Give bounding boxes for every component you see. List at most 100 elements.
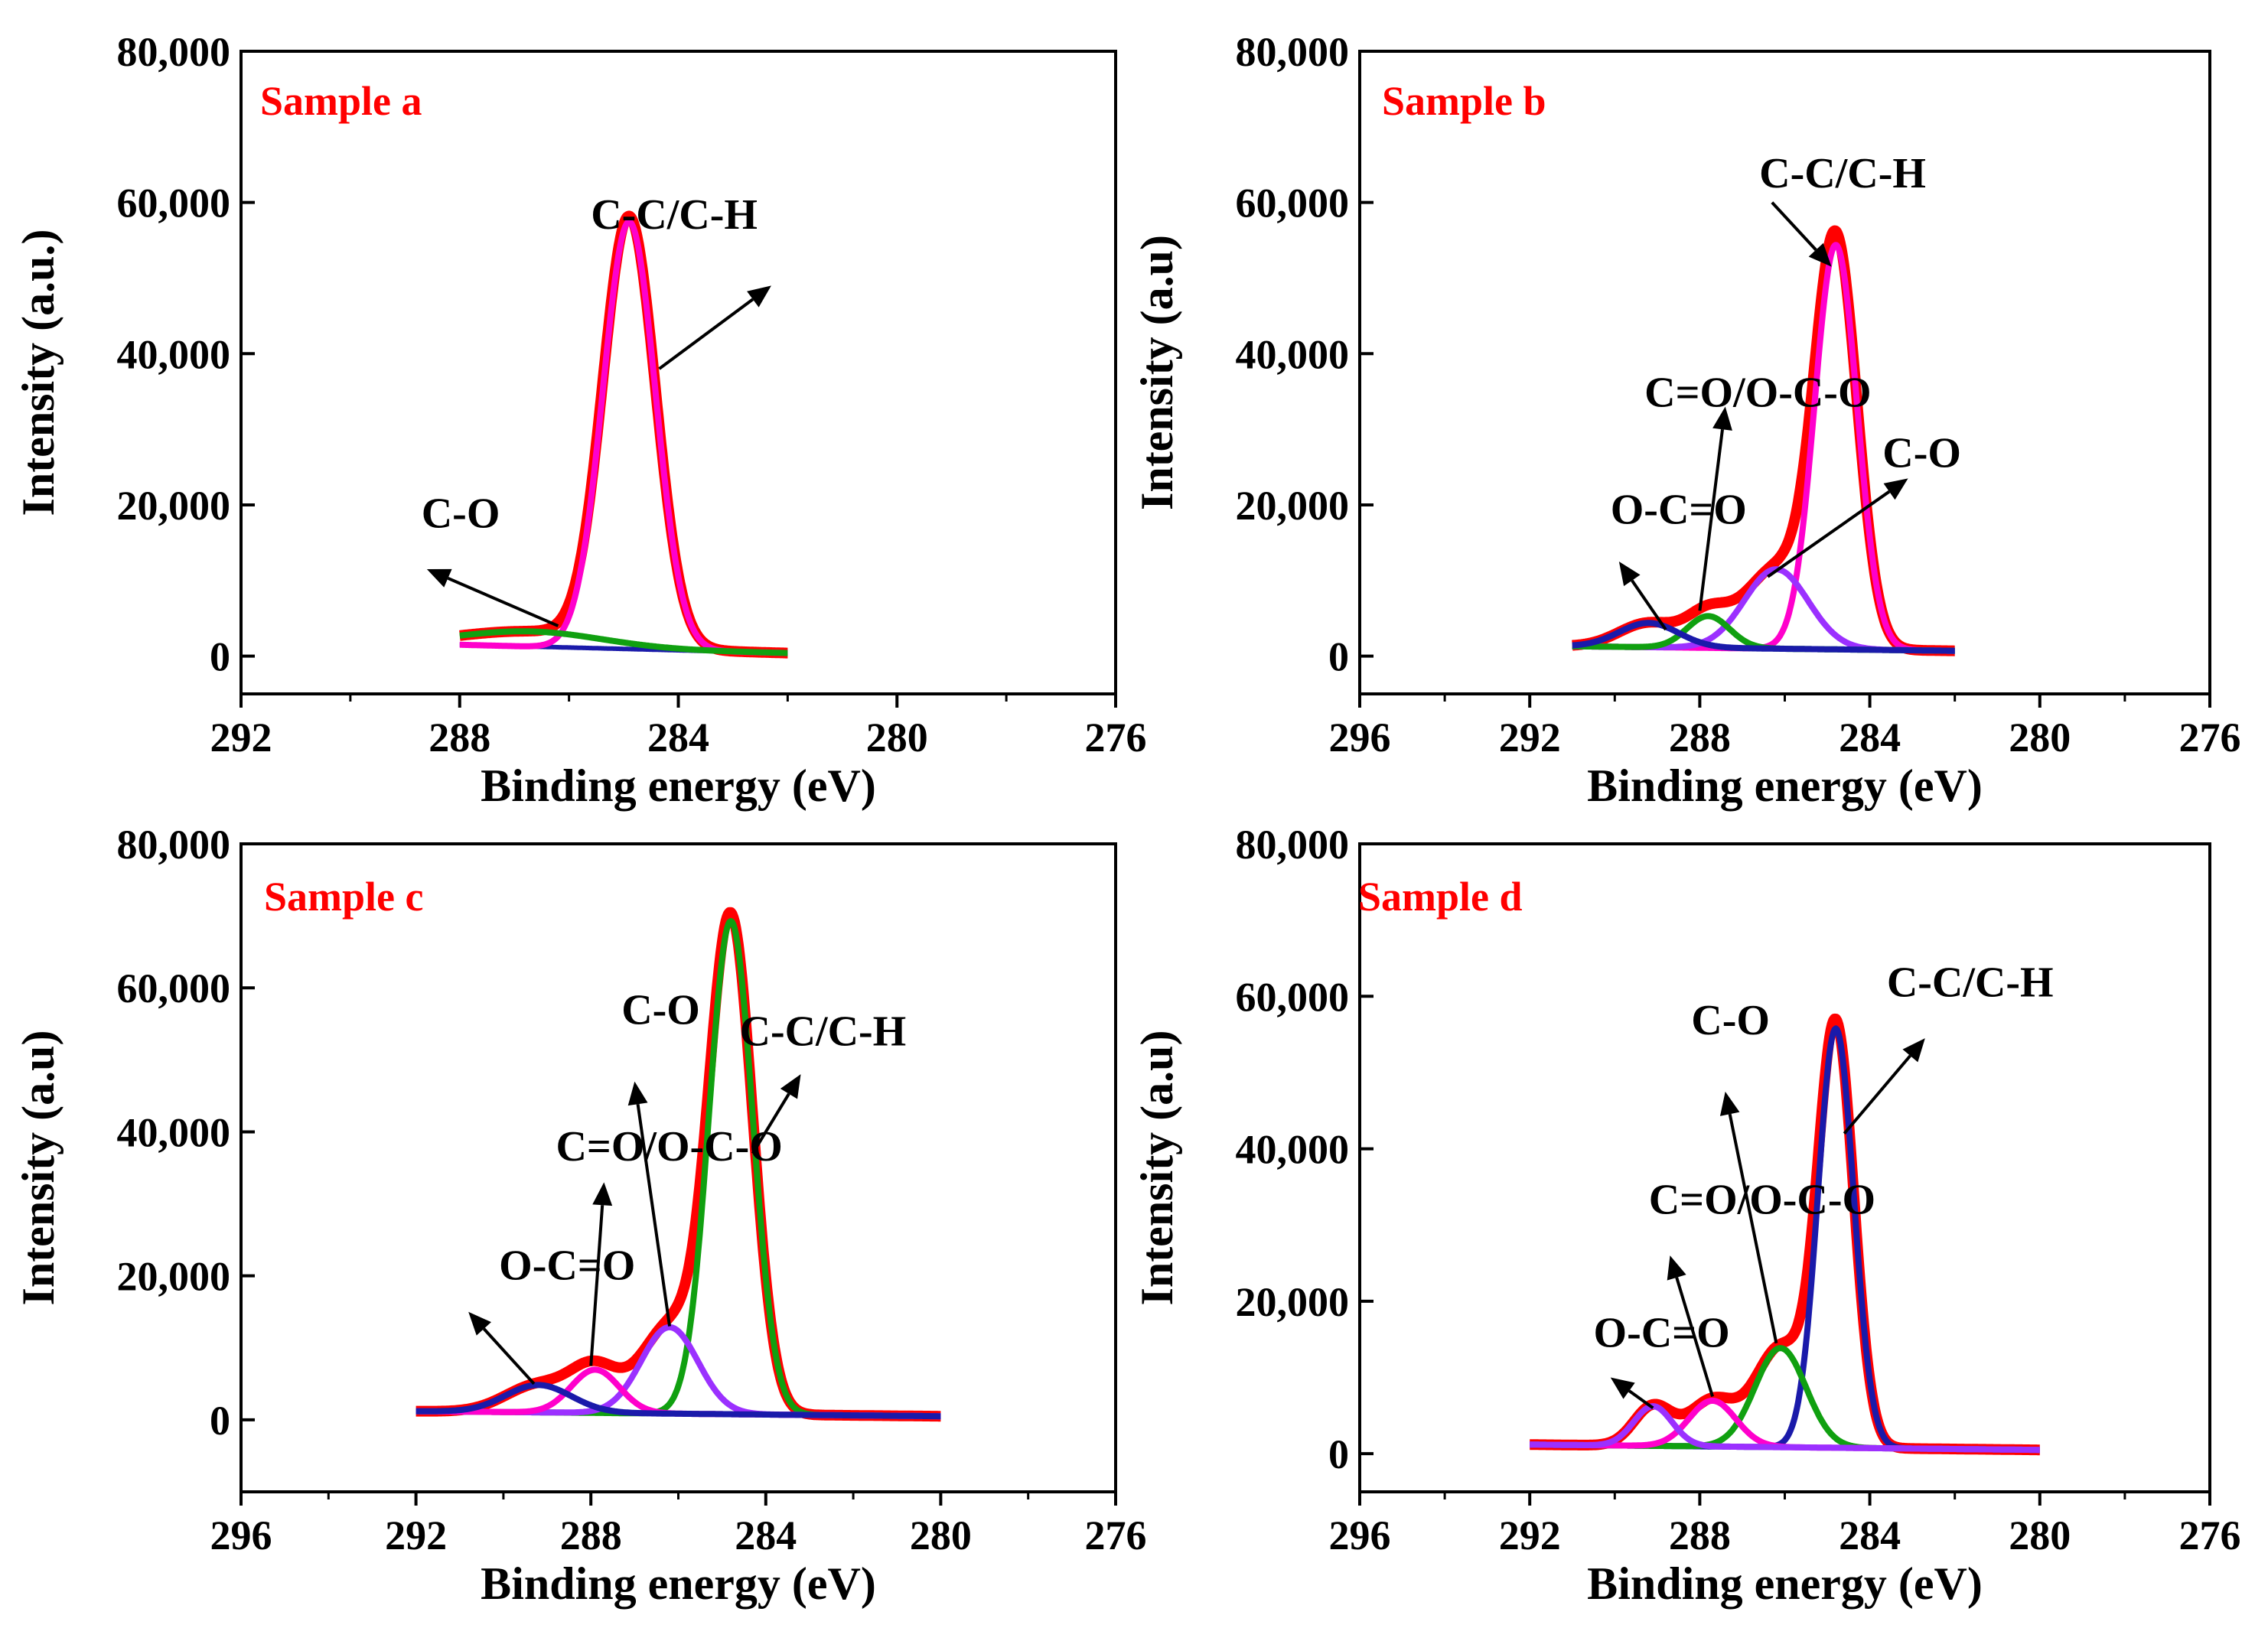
panel-sample-a: 0 20,000 40,000 60,000 80,000 292 288 284 280 276…	[13, 29, 1147, 811]
y-tick-label: 20,000	[1236, 483, 1350, 529]
y-tick-label: 40,000	[117, 1109, 231, 1155]
y-tick-label: 0	[210, 1398, 230, 1444]
x-tick-label: 284	[647, 715, 709, 760]
y-tick-label: 0	[210, 634, 230, 680]
envelope-curve	[1525, 1013, 2045, 1456]
peak-label: O-C=O	[1594, 1310, 1730, 1357]
y-tick-label: 80,000	[117, 29, 231, 75]
y-axis-label: Intensity (a.u)	[1132, 1030, 1182, 1305]
annotation-arrow-line	[447, 577, 559, 627]
y-tick-label: 80,000	[1236, 29, 1350, 75]
peak-label: C-O	[1691, 997, 1770, 1044]
annotation-arrow-line	[1675, 1277, 1714, 1398]
x-axis-label: Binding energy (eV)	[1587, 760, 1983, 811]
peak-label: C-C/C-H	[1759, 150, 1926, 197]
annotation-arrow-head	[1610, 1377, 1635, 1399]
x-tick-label: 280	[2009, 1512, 2071, 1558]
component-curve	[1527, 1403, 2042, 1454]
plot-frame	[1358, 842, 2211, 1493]
annotation-arrow-head	[1883, 478, 1908, 500]
peak-label: O-C=O	[1611, 487, 1747, 534]
annotation-arrow-line	[636, 1103, 672, 1327]
x-tick-label: 276	[2179, 715, 2241, 760]
y-tick-label: 40,000	[1236, 1127, 1350, 1173]
annotation-arrow-head	[627, 1081, 648, 1106]
y-axis-label: Intensity (a.u)	[1132, 235, 1182, 510]
annotation-arrow-head	[1902, 1038, 1925, 1063]
peak-label: C-C/C-H	[1887, 959, 2054, 1006]
x-tick-label: 296	[1329, 1512, 1391, 1558]
x-tick-label: 276	[1085, 715, 1147, 760]
annotation-arrow-line	[1767, 490, 1891, 578]
peak-label: C-O	[1882, 430, 1961, 477]
y-axis-label: Intensity (a.u.)	[13, 229, 64, 516]
peak-label: C-O	[422, 490, 500, 538]
x-tick-label: 292	[385, 1512, 447, 1558]
annotation-arrow-line	[1843, 1054, 1911, 1135]
x-tick-label: 296	[1329, 715, 1391, 760]
sample-label: Sample b	[1382, 78, 1546, 124]
annotation-arrow-line	[1771, 201, 1817, 251]
component-curve	[414, 1382, 943, 1420]
x-axis-label: Binding energy (eV)	[1587, 1558, 1983, 1609]
panel-sample-c: 0 20,000 40,000 60,000 80,000 296 292 288 284 280…	[13, 822, 1147, 1609]
sample-label: Sample d	[1358, 874, 1523, 920]
annotation-arrow-head	[1618, 562, 1641, 587]
annotation-arrow-head	[1712, 406, 1732, 431]
y-tick-label: 0	[1328, 634, 1349, 680]
curves	[412, 907, 945, 1422]
peak-label: C=O/O-C-O	[1644, 369, 1871, 416]
peak-label: C=O/O-C-O	[556, 1123, 782, 1171]
y-tick-label: 40,000	[1236, 331, 1350, 377]
annotation-arrow-head	[1667, 1255, 1686, 1281]
x-tick-label: 292	[1499, 1512, 1561, 1558]
peak-label: C-C/C-H	[740, 1008, 907, 1056]
x-tick-label: 280	[866, 715, 928, 760]
y-tick-label: 60,000	[1236, 181, 1350, 226]
peak-label: C-O	[621, 986, 700, 1034]
sample-label: Sample a	[260, 78, 422, 124]
y-tick-label: 0	[1328, 1431, 1349, 1477]
annotation-arrow-head	[592, 1182, 613, 1206]
x-tick-label: 284	[735, 1512, 797, 1558]
y-axis-label: Intensity (a.u)	[13, 1030, 64, 1305]
y-tick-label: 80,000	[117, 822, 231, 868]
x-tick-label: 288	[429, 715, 490, 760]
x-tick-label: 288	[1669, 715, 1731, 760]
annotation-arrow-line	[1628, 1389, 1654, 1410]
x-axis-label: Binding energy (eV)	[481, 1558, 876, 1609]
x-tick-label: 296	[210, 1512, 272, 1558]
x-tick-label: 276	[2179, 1512, 2241, 1558]
annotation-arrow-line	[1698, 428, 1724, 611]
component-curve	[457, 628, 790, 656]
y-tick-label: 60,000	[117, 965, 231, 1011]
peak-label: O-C=O	[499, 1242, 635, 1289]
y-tick-label: 60,000	[1236, 974, 1350, 1020]
annotation-arrow-head	[468, 1311, 491, 1336]
annotation-arrow-line	[1631, 579, 1667, 631]
x-axis-label: Binding energy (eV)	[481, 760, 876, 811]
component-curve	[457, 219, 790, 656]
annotation-arrow-line	[1728, 1113, 1778, 1344]
annotation-arrow-head	[747, 285, 771, 308]
y-tick-label: 80,000	[1236, 822, 1350, 868]
x-tick-label: 292	[210, 715, 272, 760]
x-tick-label: 284	[1839, 715, 1901, 760]
panel-sample-d: 0 20,000 40,000 60,000 80,000 296 292 288 284 280…	[1132, 822, 2241, 1609]
annotation-arrow-head	[426, 568, 452, 588]
annotation-arrow-head	[780, 1074, 801, 1099]
x-tick-label: 292	[1499, 715, 1561, 760]
peak-label: C-C/C-H	[591, 191, 758, 239]
panel-sample-b: 0 20,000 40,000 60,000 80,000 296 292 288 284 280…	[1132, 29, 2241, 811]
x-tick-label: 280	[2009, 715, 2071, 760]
y-tick-label: 20,000	[1236, 1279, 1350, 1325]
x-tick-label: 280	[910, 1512, 972, 1558]
annotation-arrow-line	[482, 1327, 536, 1385]
annotation-arrow-line	[658, 298, 754, 370]
component-curve	[1527, 1025, 2042, 1454]
curves	[455, 210, 793, 659]
annotation-arrow-line	[751, 1092, 790, 1154]
component-curve	[1527, 1345, 2042, 1454]
